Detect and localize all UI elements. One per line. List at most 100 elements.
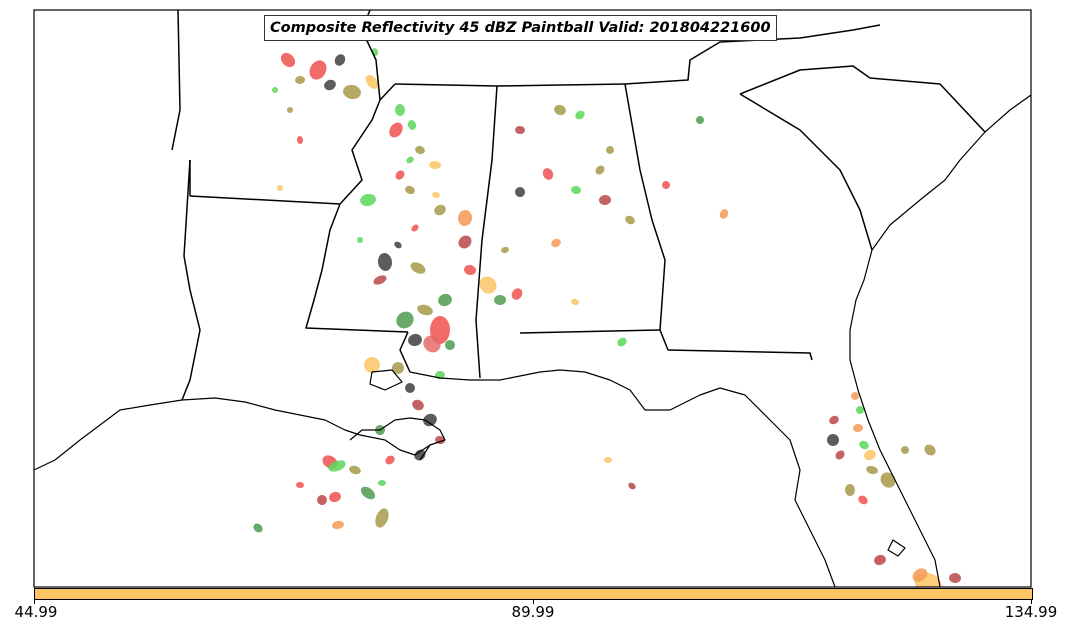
- reflectivity-blob: [511, 288, 523, 300]
- reflectivity-blob: [414, 449, 426, 461]
- reflectivity-blob: [364, 357, 380, 373]
- reflectivity-blob: [662, 181, 670, 189]
- reflectivity-blob: [324, 79, 336, 91]
- reflectivity-blob: [373, 275, 387, 285]
- reflectivity-blob: [551, 238, 561, 248]
- colorbar-label-min: 44.99: [14, 603, 58, 621]
- reflectivity-blob: [360, 486, 376, 500]
- reflectivity-blob: [309, 60, 327, 80]
- reflectivity-blob: [827, 434, 839, 446]
- reflectivity-blob: [411, 224, 419, 232]
- reflectivity-blob: [445, 340, 455, 350]
- reflectivity-blob: [332, 520, 344, 530]
- la-ms-border: [305, 203, 409, 333]
- coastline: [34, 94, 1031, 587]
- reflectivity-blob: [360, 193, 376, 207]
- ms-al-coast: [409, 369, 836, 587]
- reflectivity-blob: [408, 333, 422, 347]
- reflectivity-blob: [377, 253, 393, 271]
- reflectivity-blob: [606, 146, 614, 154]
- reflectivity-blob: [389, 122, 403, 138]
- nc-tn-border: [624, 24, 881, 85]
- reflectivity-blob: [880, 472, 896, 488]
- reflectivity-blob: [385, 455, 395, 465]
- sc-nc-border: [739, 65, 986, 133]
- reflectivity-blob: [858, 495, 868, 505]
- reflectivity-blob: [415, 145, 425, 155]
- ark-la-border: [189, 195, 341, 205]
- reflectivity-blob: [554, 104, 566, 116]
- ga-sc-border: [739, 93, 873, 251]
- reflectivity-blob: [434, 204, 446, 216]
- reflectivity-blob: [407, 120, 417, 130]
- state-borders: [171, 10, 986, 401]
- ok-border: [171, 10, 181, 151]
- reflectivity-blob: [253, 523, 263, 533]
- reflectivity-blob: [432, 191, 440, 199]
- reflectivity-blob: [457, 210, 473, 226]
- reflectivity-blob: [272, 87, 278, 93]
- louisiana-coast: [349, 417, 446, 461]
- reflectivity-blob: [417, 304, 433, 316]
- reflectivity-blob: [405, 383, 415, 393]
- colorbar-label-mid: 89.99: [511, 603, 555, 621]
- florida-east-coast: [849, 249, 941, 587]
- reflectivity-blob: [405, 185, 415, 195]
- ms-al-border: [475, 85, 498, 379]
- reflectivity-blob: [625, 215, 635, 225]
- texas-coast: [34, 397, 431, 471]
- reflectivity-blob: [599, 194, 611, 206]
- reflectivity-blob: [317, 495, 327, 505]
- reflectivity-blob: [295, 75, 305, 85]
- reflectivity-blob: [343, 84, 361, 100]
- reflectivity-blob: [296, 136, 304, 144]
- al-fl-border: [519, 329, 661, 334]
- reflectivity-blob: [277, 185, 283, 191]
- reflectivity-blob: [575, 110, 585, 120]
- reflectivity-blob: [901, 446, 909, 454]
- reflectivity-blob: [328, 460, 346, 472]
- reflectivity-blob: [859, 440, 869, 450]
- map-title: Composite Reflectivity 45 dBZ Paintball …: [264, 15, 777, 41]
- reflectivity-blob: [501, 246, 509, 254]
- reflectivity-blob: [296, 481, 304, 489]
- colorbar-tick-mid: [533, 599, 534, 604]
- reflectivity-blob: [423, 335, 441, 353]
- reflectivity-blob: [853, 423, 863, 433]
- reflectivity-blob: [571, 298, 579, 306]
- lake-okeechobee: [887, 539, 906, 557]
- reflectivity-blob: [949, 572, 961, 584]
- map-layers: [34, 10, 1031, 587]
- colorbar-tick-min: [34, 599, 35, 604]
- reflectivity-blob: [604, 456, 612, 464]
- reflectivity-blob: [515, 187, 525, 197]
- reflectivity-blob: [494, 294, 506, 306]
- reflectivity-blob: [394, 104, 406, 116]
- reflectivity-blob: [851, 392, 859, 400]
- reflectivity-blob: [410, 262, 426, 274]
- reflectivity-blob: [395, 170, 405, 180]
- reflectivity-blob: [864, 449, 876, 461]
- reflectivity-blob: [464, 264, 476, 276]
- reflectivity-blob: [357, 237, 363, 243]
- reflectivity-blob: [829, 415, 839, 425]
- reflectivity-blob: [406, 156, 414, 164]
- reflectivity-blob: [719, 209, 729, 219]
- ms-west-border: [339, 83, 396, 205]
- reflectivity-blob: [479, 276, 497, 294]
- reflectivity-blob: [571, 185, 581, 195]
- reflectivity-blob: [429, 160, 441, 170]
- reflectivity-blob: [844, 484, 856, 496]
- reflectivity-blob: [438, 293, 452, 307]
- reflectivity-blob: [378, 480, 386, 486]
- paintball-blobs: [253, 48, 961, 587]
- reflectivity-blob: [696, 116, 704, 124]
- reflectivity-blob: [542, 168, 554, 180]
- reflectivity-blob: [394, 241, 402, 249]
- al-ga-border: [624, 83, 669, 351]
- reflectivity-blob: [617, 337, 627, 347]
- reflectivity-blob: [423, 413, 437, 427]
- reflectivity-blob: [392, 362, 404, 374]
- ga-fl-border: [667, 349, 813, 361]
